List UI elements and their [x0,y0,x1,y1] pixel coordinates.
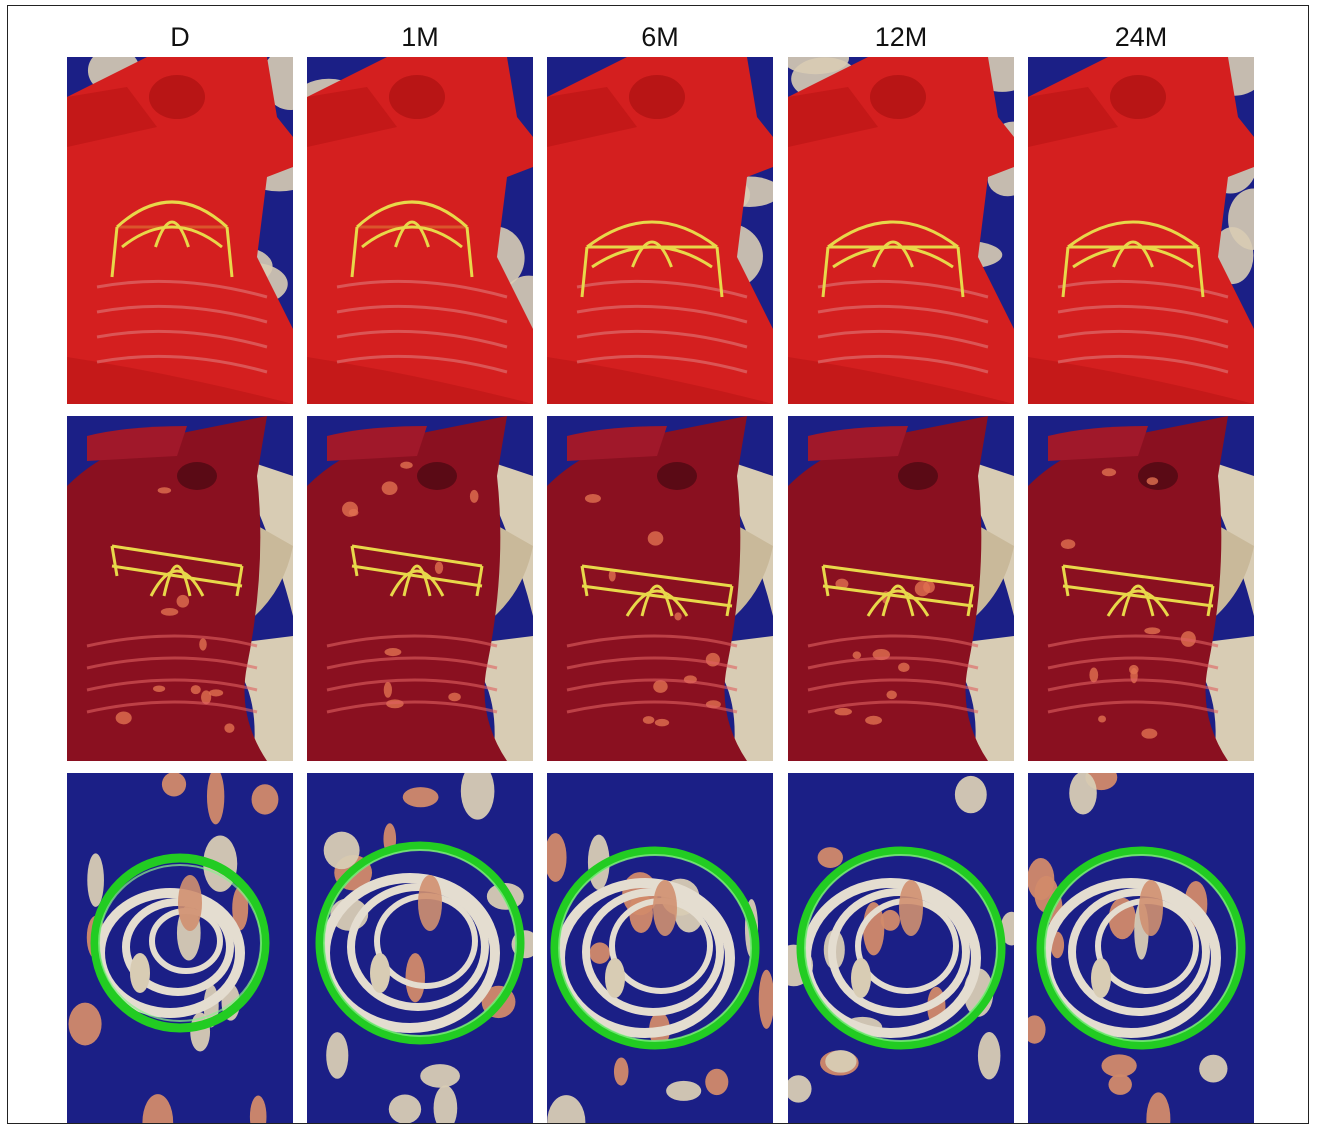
anterior-view-d-image [67,57,293,404]
lateral-view-6m-image [547,416,773,761]
lateral-view-d-image [67,416,293,761]
axial-view-d-image [67,773,293,1123]
axial-view-6m-image [547,773,773,1123]
column-label-d: D [170,22,190,52]
anterior-view-24m-image [1028,57,1254,404]
axial-view-24m-image [1028,773,1254,1123]
anterior-view-6m-image [547,57,773,404]
lateral-view-12m-image [788,416,1014,761]
anterior-view-1m-image [307,57,533,404]
lateral-view-24m-image [1028,416,1254,761]
lateral-view-1m-image [307,416,533,761]
column-label-12m: 12M [874,22,928,52]
column-label-24m: 24M [1114,22,1168,52]
column-label-1m: 1M [401,22,439,52]
axial-view-12m-image [788,773,1014,1123]
column-label-6m: 6M [641,22,679,52]
anterior-view-12m-image [788,57,1014,404]
axial-view-1m-image [307,773,533,1123]
